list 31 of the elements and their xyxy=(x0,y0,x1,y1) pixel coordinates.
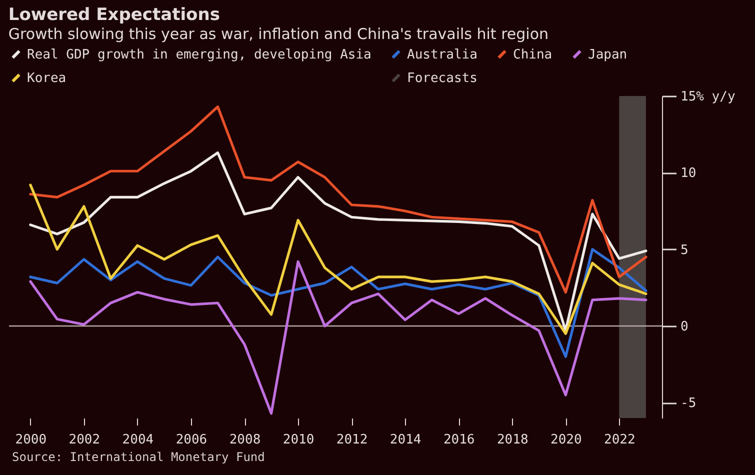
y-tick-label: 10 xyxy=(680,166,696,182)
x-tick-label: 2010 xyxy=(282,432,314,448)
legend-label: Real GDP growth in emerging, developing Asia xyxy=(27,47,372,62)
x-tick-label: 2020 xyxy=(550,432,582,448)
chart-title: Lowered Expectations xyxy=(8,5,220,25)
x-tick-label: 2000 xyxy=(15,432,47,448)
x-tick-label: 2018 xyxy=(496,432,528,448)
line-series xyxy=(29,184,648,335)
y-tick-label: 15% y/y xyxy=(680,90,736,104)
line-series xyxy=(29,151,648,332)
y-tick-label: 0 xyxy=(680,320,688,334)
line-series xyxy=(29,248,648,358)
y-tick-label: -5 xyxy=(680,396,696,412)
x-tick-label: 2022 xyxy=(604,432,636,448)
x-tick-label: 2006 xyxy=(176,432,208,448)
x-tick-label: 2014 xyxy=(390,432,422,448)
line-series xyxy=(29,105,648,294)
legend-label: Japan xyxy=(588,47,628,62)
x-tick-label: 2016 xyxy=(443,432,475,448)
x-tick-label: 2008 xyxy=(229,432,261,448)
x-tick-label: 2004 xyxy=(122,432,154,448)
legend-label: Australia xyxy=(407,47,478,62)
x-tick-label: 2012 xyxy=(336,432,368,448)
legend-label: Forecasts xyxy=(407,71,478,86)
source-note: Source: International Monetary Fund xyxy=(11,450,266,464)
x-tick-label: 2002 xyxy=(68,432,100,448)
legend-label: Korea xyxy=(27,71,66,86)
y-tick-label: 5 xyxy=(680,242,688,258)
legend-label: China xyxy=(513,47,552,62)
chart-subtitle: Growth slowing this year as war, inflation and China's travails hit region xyxy=(8,25,549,43)
line-series xyxy=(29,260,648,415)
